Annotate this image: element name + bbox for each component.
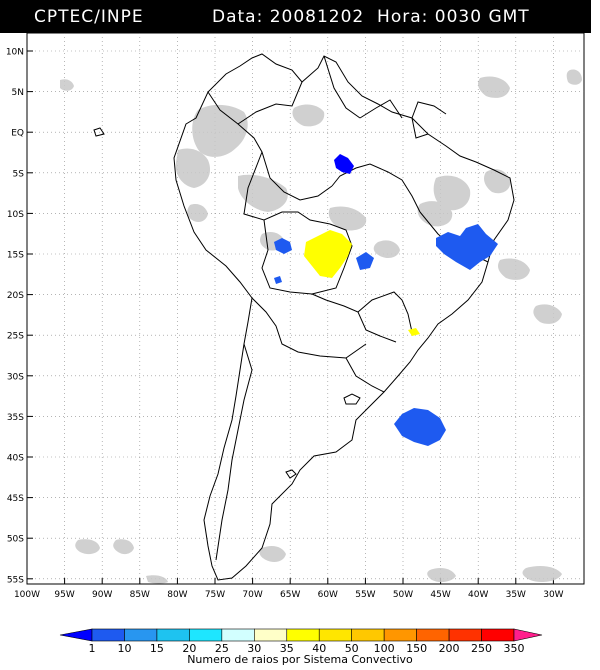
- colorbar-tick-label: 35: [280, 642, 294, 654]
- storm-rondonia: [274, 238, 292, 254]
- storm-amazonas: [334, 154, 354, 174]
- lat-label: EQ: [11, 129, 24, 139]
- colorbar-cell: [254, 628, 288, 642]
- islands: [93, 127, 361, 479]
- colorbar-cell: [481, 628, 515, 642]
- lat-label: 10S: [7, 210, 24, 220]
- lat-label: 15S: [7, 251, 24, 261]
- lon-label: 75W: [205, 590, 225, 600]
- longitude-labels: 100W 95W 90W 85W 80W 75W 70W 65W 60W 55W 50W 45W 40W…: [14, 590, 564, 600]
- lon-label: 50W: [393, 590, 413, 600]
- storm-goias: [356, 252, 374, 270]
- lon-label: 35W: [506, 590, 526, 600]
- lat-label: 55S: [7, 575, 24, 585]
- lon-label: 65W: [280, 590, 300, 600]
- colorbar: 1 10 15 20 25 30 35 40 50 100 150 200 250 350: [59, 628, 543, 654]
- colorbar-cell: [351, 628, 385, 642]
- colorbar-cell: [91, 628, 125, 642]
- lon-label: 70W: [242, 590, 262, 600]
- storm-mato-grosso: [304, 230, 352, 278]
- lon-label: 30W: [543, 590, 563, 600]
- colorbar-cell: [189, 628, 223, 642]
- lat-label: 5N: [12, 88, 24, 98]
- date-time-label: Data: 20081202 Hora: 0030 GMT: [212, 7, 530, 27]
- lon-label: 40W: [468, 590, 488, 600]
- lon-label: 45W: [430, 590, 450, 600]
- colorbar-tick-label: 250: [471, 642, 492, 654]
- colorbar-cell: [156, 628, 190, 642]
- colorbar-cell: [318, 628, 352, 642]
- storm-atlantic: [394, 408, 446, 446]
- lat-label: 30S: [7, 372, 24, 382]
- cloud-cover: [60, 69, 582, 584]
- lat-label: 5S: [13, 169, 25, 179]
- colorbar-tick-label: 1: [89, 642, 96, 654]
- source-label: CPTEC/INPE: [34, 7, 144, 27]
- lon-label: 80W: [167, 590, 187, 600]
- colorbar-lower-arrow: [59, 628, 93, 642]
- colorbar-title: Numero de raios por Sistema Convectivo: [187, 653, 413, 666]
- colorbar-tick-label: 15: [150, 642, 164, 654]
- storm-paraguay: [274, 276, 282, 284]
- colorbar-tick-label: 40: [312, 642, 326, 654]
- colorbar-cell: [383, 628, 417, 642]
- south-america-outline: [173, 53, 515, 581]
- colorbar-upper-arrow: [513, 628, 543, 642]
- lat-label: 35S: [7, 413, 24, 423]
- convective-systems: [274, 154, 498, 446]
- lat-label: 45S: [7, 494, 24, 504]
- lon-label: 90W: [92, 590, 112, 600]
- lat-label: 50S: [7, 535, 24, 545]
- lon-label: 55W: [355, 590, 375, 600]
- lon-label: 85W: [130, 590, 150, 600]
- colorbar-tick-label: 20: [182, 642, 196, 654]
- colorbar-tick-label: 100: [374, 642, 395, 654]
- lat-label: 40S: [7, 454, 24, 464]
- lat-label: 25S: [7, 332, 24, 342]
- lon-label: 95W: [54, 590, 74, 600]
- lat-label: 10N: [6, 48, 24, 58]
- lat-label: 20S: [7, 291, 24, 301]
- lon-label: 100W: [14, 590, 40, 600]
- colorbar-cell: [221, 628, 255, 642]
- latitude-labels: 10N 5N EQ 5S 10S 15S 20S 25S 30S 35S 40S 45S 50S 55S: [6, 48, 24, 586]
- colorbar-cell: [448, 628, 482, 642]
- colorbar-cell: [124, 628, 158, 642]
- storm-sao-paulo: [408, 328, 420, 336]
- colorbar-cell: [286, 628, 320, 642]
- colorbar-tick-label: 30: [247, 642, 261, 654]
- lightning-map: 10N5NEQ5S10S15S20S25S30S35S40S45S50S55S …: [6, 33, 585, 600]
- map-header: CPTEC/INPE Data: 20081202 Hora: 0030 GMT: [0, 0, 591, 33]
- colorbar-tick-label: 25: [215, 642, 229, 654]
- colorbar-tick-label: 200: [439, 642, 460, 654]
- storm-bahia: [436, 224, 498, 270]
- lon-label: 60W: [318, 590, 338, 600]
- colorbar-tick-label: 10: [117, 642, 131, 654]
- colorbar-cell: [416, 628, 450, 642]
- colorbar-tick-label: 50: [345, 642, 359, 654]
- colorbar-tick-label: 350: [504, 642, 525, 654]
- colorbar-tick-label: 150: [406, 642, 427, 654]
